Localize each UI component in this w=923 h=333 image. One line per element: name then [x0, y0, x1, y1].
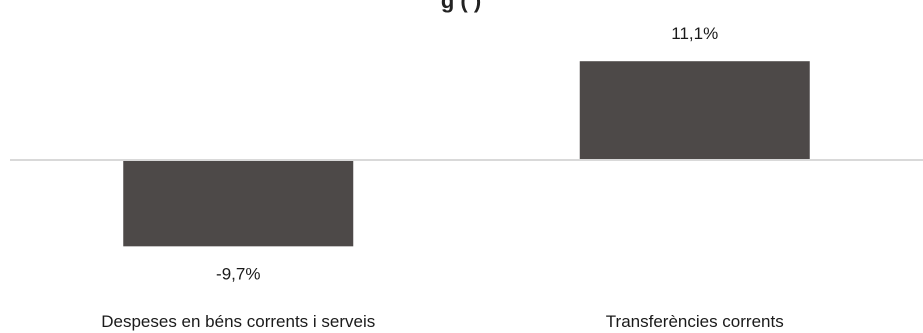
data-labels-layer: -9,7% 11,1%: [216, 24, 718, 283]
chart-title-partial: g ( ): [441, 0, 481, 13]
bar-2: [579, 61, 810, 160]
category-labels-layer: Despeses en béns corrents i serveis Trans…: [101, 312, 783, 331]
bars-layer: [123, 61, 810, 247]
data-label-1: -9,7%: [216, 264, 260, 283]
category-label-1: Despeses en béns corrents i serveis: [101, 312, 375, 331]
category-label-2: Transferències corrents: [606, 312, 784, 331]
bar-1: [123, 160, 354, 247]
data-label-2: 11,1%: [671, 24, 718, 43]
